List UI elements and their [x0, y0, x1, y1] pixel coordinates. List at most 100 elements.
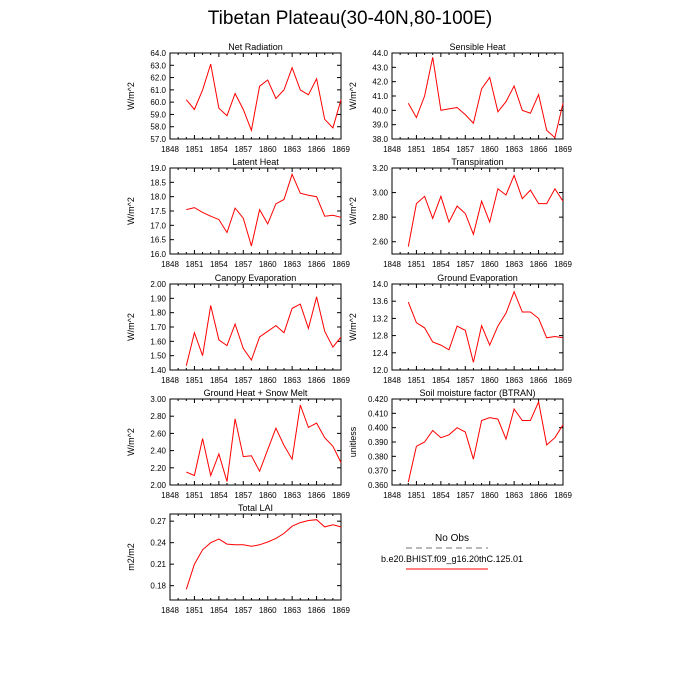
- x-tick-label: 1860: [259, 376, 277, 385]
- y-tick-label: 2.80: [150, 412, 166, 421]
- y-tick-label: 57.0: [150, 135, 166, 144]
- panel-title: Transpiration: [451, 157, 503, 167]
- y-axis-label: unitless: [348, 426, 358, 457]
- x-tick-label: 1860: [259, 145, 277, 154]
- y-axis-label: m2/m2: [126, 543, 136, 571]
- x-tick-label: 1851: [186, 376, 204, 385]
- panel-title: Canopy Evaporation: [215, 273, 297, 283]
- x-tick-label: 1851: [408, 145, 426, 154]
- x-tick-label: 1869: [554, 145, 572, 154]
- y-axis-label: W/m^2: [126, 82, 136, 110]
- legend-no-obs-label: No Obs: [435, 533, 469, 544]
- y-tick-label: 1.90: [150, 294, 166, 303]
- y-tick-label: 42.0: [372, 78, 388, 87]
- x-tick-label: 1863: [283, 606, 301, 615]
- x-tick-label: 1869: [332, 491, 350, 500]
- x-tick-label: 1848: [383, 376, 401, 385]
- y-tick-label: 1.60: [150, 337, 166, 346]
- x-tick-label: 1854: [432, 491, 450, 500]
- legend-model-label: b.e20.BHIST.f09_g16.20thC.125.01: [381, 554, 523, 564]
- x-tick-label: 1866: [530, 145, 548, 154]
- y-tick-label: 0.400: [368, 424, 389, 433]
- y-tick-label: 3.00: [372, 189, 388, 198]
- series-line: [186, 404, 342, 482]
- x-tick-label: 1854: [210, 376, 228, 385]
- y-axis-label: W/m^2: [126, 428, 136, 456]
- x-tick-label: 1866: [308, 145, 326, 154]
- x-tick-label: 1869: [332, 145, 350, 154]
- x-tick-label: 1860: [481, 491, 499, 500]
- y-tick-label: 60.0: [150, 98, 166, 107]
- plot-frame: [169, 52, 342, 140]
- series-line: [185, 63, 342, 133]
- y-tick-label: 43.0: [372, 63, 388, 72]
- x-tick-label: 1866: [308, 376, 326, 385]
- x-tick-label: 1848: [383, 260, 401, 269]
- panel-title: Latent Heat: [232, 157, 279, 167]
- x-tick-label: 1860: [259, 491, 277, 500]
- y-axis-label: W/m^2: [348, 313, 358, 341]
- x-tick-label: 1851: [408, 491, 426, 500]
- y-tick-label: 1.80: [150, 309, 166, 318]
- x-tick-label: 1854: [210, 145, 228, 154]
- y-tick-label: 13.2: [372, 314, 388, 323]
- y-tick-label: 12.0: [372, 366, 388, 375]
- y-tick-label: 2.60: [150, 429, 166, 438]
- y-tick-label: 41.0: [372, 92, 388, 101]
- y-tick-label: 0.21: [150, 560, 166, 569]
- y-tick-label: 13.6: [372, 297, 388, 306]
- y-tick-label: 40.0: [372, 106, 388, 115]
- x-tick-label: 1857: [456, 491, 474, 500]
- y-tick-label: 3.20: [372, 164, 388, 173]
- y-tick-label: 16.5: [150, 236, 166, 245]
- series-line: [407, 174, 564, 247]
- x-tick-label: 1863: [505, 260, 523, 269]
- panel-title: Ground Heat + Snow Melt: [204, 388, 308, 398]
- y-tick-label: 0.420: [368, 395, 389, 404]
- y-tick-label: 38.0: [372, 135, 388, 144]
- y-axis-label: W/m^2: [348, 197, 358, 225]
- x-tick-label: 1860: [259, 606, 277, 615]
- x-tick-label: 1857: [234, 606, 252, 615]
- plot-frame: [169, 398, 342, 486]
- x-tick-label: 1857: [456, 260, 474, 269]
- x-tick-label: 1854: [210, 260, 228, 269]
- panel-title: Net Radiation: [228, 42, 283, 52]
- y-tick-label: 17.0: [150, 221, 166, 230]
- y-tick-label: 0.360: [368, 481, 389, 490]
- y-tick-label: 14.0: [372, 280, 388, 289]
- y-axis-label: W/m^2: [126, 197, 136, 225]
- x-tick-label: 1851: [186, 145, 204, 154]
- x-tick-label: 1869: [554, 376, 572, 385]
- series-line: [185, 296, 342, 366]
- y-tick-label: 63.0: [150, 61, 166, 70]
- panel-sensible-heat: Sensible Heat W/m^2 1848 1851 1854 1857 1860 18…: [348, 42, 572, 154]
- x-tick-label: 1857: [456, 376, 474, 385]
- x-tick-label: 1854: [210, 606, 228, 615]
- series-line: [407, 57, 564, 139]
- plot-frame: [391, 167, 564, 255]
- x-tick-label: 1848: [161, 376, 179, 385]
- x-tick-label: 1857: [456, 145, 474, 154]
- x-tick-label: 1851: [186, 491, 204, 500]
- x-tick-label: 1851: [186, 606, 204, 615]
- x-tick-label: 1857: [234, 260, 252, 269]
- y-tick-label: 0.27: [150, 517, 166, 526]
- x-tick-label: 1848: [161, 145, 179, 154]
- y-tick-label: 58.0: [150, 123, 166, 132]
- panel-title: Total LAI: [238, 503, 273, 513]
- x-tick-label: 1857: [234, 491, 252, 500]
- series-line: [407, 290, 564, 363]
- y-tick-label: 1.70: [150, 323, 166, 332]
- x-tick-label: 1863: [283, 145, 301, 154]
- series-line: [186, 172, 342, 247]
- x-tick-label: 1854: [432, 145, 450, 154]
- y-tick-label: 62.0: [150, 74, 166, 83]
- x-tick-label: 1863: [505, 491, 523, 500]
- y-tick-label: 18.0: [150, 193, 166, 202]
- x-tick-label: 1854: [432, 260, 450, 269]
- x-tick-label: 1869: [554, 491, 572, 500]
- legend: No Obs b.e20.BHIST.f09_g16.20thC.125.01: [381, 533, 523, 570]
- y-tick-label: 64.0: [150, 49, 166, 58]
